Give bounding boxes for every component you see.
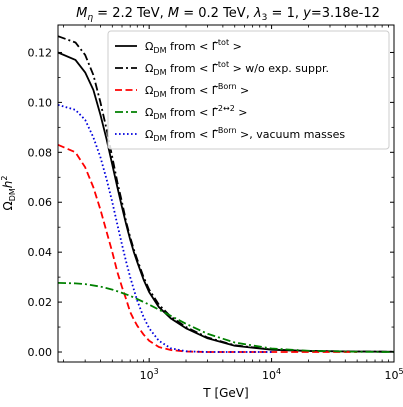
x-tick-label: 103 — [140, 367, 159, 382]
y-tick-label: 0.02 — [28, 296, 53, 309]
y-tick-label: 0.12 — [28, 46, 53, 59]
y-axis-label: ΩDMh2 — [0, 176, 17, 211]
legend: ΩDM from < Γ̂tot >ΩDM from < Γ̂tot > w/o… — [108, 31, 389, 149]
x-axis-label: T [GeV] — [202, 386, 248, 400]
y-tick-label: 0.06 — [28, 196, 53, 209]
legend-label: ΩDM from < Γ̂tot > w/o exp. suppr. — [145, 60, 329, 77]
y-tick-label: 0.04 — [28, 246, 53, 259]
y-tick-label: 0.08 — [28, 146, 53, 159]
y-tick-label: 0.10 — [28, 96, 53, 109]
chart-title: Mη = 2.2 TeV, M = 0.2 TeV, λ3 = 1, y=3.1… — [76, 6, 380, 23]
x-tick-label: 105 — [384, 367, 403, 382]
x-tick-label: 104 — [262, 367, 281, 382]
y-tick-label: 0.00 — [28, 346, 53, 359]
legend-label: ΩDM from < Γ̂Born >, vacuum masses — [145, 126, 345, 143]
